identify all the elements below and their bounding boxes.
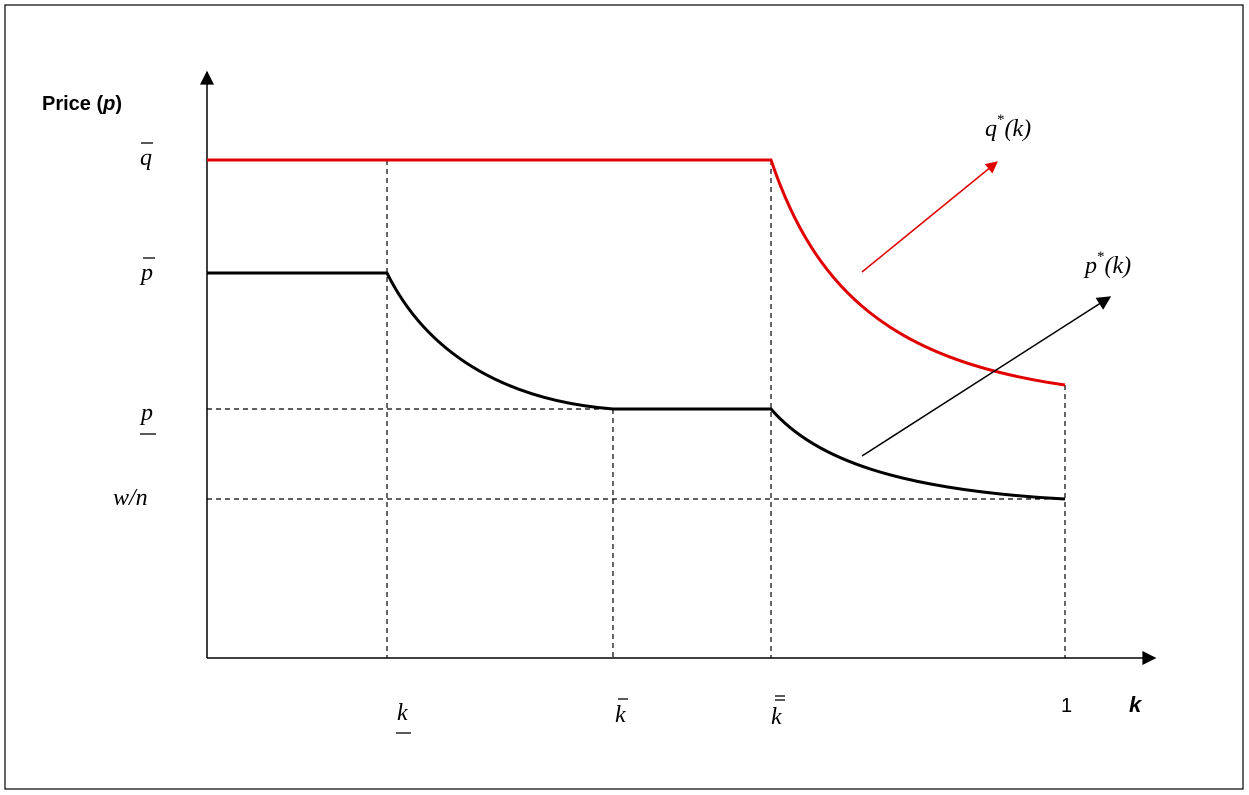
q-star-arrow	[861, 161, 998, 273]
curve-letter: p	[1083, 253, 1097, 279]
x-tick-label: 1	[1061, 695, 1072, 717]
curve-argument: (k)	[1005, 116, 1032, 142]
x-tick-label: k	[771, 704, 782, 730]
p-star-curve	[207, 271, 1066, 501]
q-star-curve	[207, 158, 1066, 387]
y-tick-label: q	[140, 145, 152, 171]
x-tick-label: k	[397, 700, 408, 726]
x-axis-label: k	[1129, 692, 1143, 717]
y-axis-label-text: Price (	[42, 93, 103, 115]
y-axis-label-text: )	[115, 93, 122, 115]
curve-argument: (k)	[1105, 253, 1132, 279]
y-tick-label: p	[139, 260, 153, 286]
y-tick-label: w/n	[113, 485, 148, 511]
x-tick-label: k	[615, 702, 626, 728]
y-axis-label: Price (p)	[42, 93, 122, 115]
guides	[207, 160, 1066, 658]
p-star-label: p*(k)	[1083, 249, 1131, 279]
y-axis-label-symbol: p	[102, 93, 115, 115]
curve-superscript: *	[997, 112, 1005, 128]
p-star-arrow	[861, 296, 1112, 457]
frame	[4, 4, 1244, 790]
y-tick-label: p	[139, 400, 153, 426]
q-star-label: q*(k)	[985, 112, 1031, 142]
curve-letter: q	[985, 116, 997, 142]
curve-superscript: *	[1097, 249, 1105, 265]
